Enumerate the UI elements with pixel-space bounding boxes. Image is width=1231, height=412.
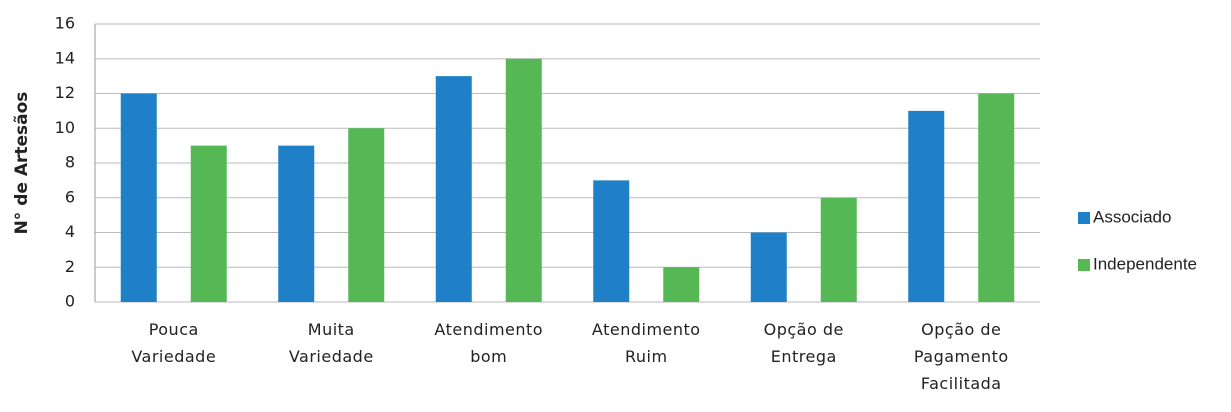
legend-label: Independente — [1093, 254, 1197, 273]
y-tick-label: 2 — [65, 257, 75, 276]
bar — [505, 58, 542, 302]
bar — [120, 93, 157, 302]
x-tick-label: Atendimento Ruim — [592, 320, 701, 366]
y-tick-label: 8 — [65, 153, 75, 172]
bar — [593, 180, 630, 302]
bar — [190, 145, 227, 302]
bar — [820, 197, 857, 302]
y-axis-label: N° de Artesãos — [12, 92, 32, 235]
bar — [435, 76, 472, 302]
bar — [978, 93, 1015, 302]
x-tick-label: Muita Variedade — [289, 320, 374, 366]
y-tick-label: 10 — [55, 118, 75, 137]
bar — [663, 267, 700, 302]
x-tick-label: Atendimento bom — [434, 320, 543, 366]
x-tick-label: Pouca Variedade — [131, 320, 216, 366]
y-tick-label: 0 — [65, 292, 75, 311]
y-tick-label: 6 — [65, 187, 75, 206]
x-tick-label: Opção de Entrega — [764, 320, 844, 366]
bar — [908, 110, 945, 302]
legend-swatch — [1078, 259, 1090, 271]
y-tick-label: 14 — [55, 48, 75, 67]
bar — [750, 232, 787, 302]
legend-swatch — [1078, 212, 1090, 224]
bar — [278, 145, 315, 302]
x-tick-label: Opção de Pagamento Facilitada — [914, 320, 1009, 393]
y-tick-label: 12 — [55, 83, 75, 102]
y-tick-label: 16 — [55, 14, 75, 33]
bar — [348, 128, 385, 302]
y-tick-label: 4 — [65, 222, 75, 241]
legend-label: Associado — [1093, 207, 1171, 226]
